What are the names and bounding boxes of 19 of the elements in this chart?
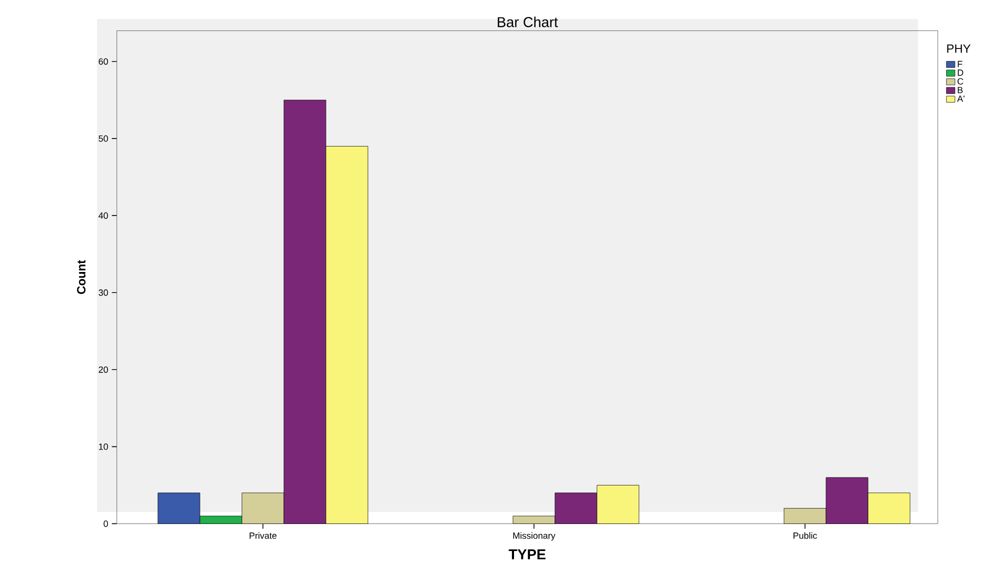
x-axis-title: TYPE bbox=[508, 549, 546, 560]
legend-label: D bbox=[958, 70, 964, 76]
legend-label: B bbox=[958, 86, 963, 94]
x-tick-label: Public bbox=[794, 532, 817, 539]
y-axis-title: Count bbox=[77, 260, 86, 294]
legend-label: A' bbox=[957, 96, 964, 102]
y-tick-label: 0 bbox=[104, 520, 108, 527]
y-tick-label: 20 bbox=[98, 366, 108, 373]
y-tick-label: 60 bbox=[98, 58, 108, 65]
y-tick-label: 10 bbox=[99, 443, 108, 450]
y-tick-label: 50 bbox=[98, 135, 108, 142]
legend-label: C bbox=[958, 78, 964, 85]
legend-label: F bbox=[958, 60, 962, 68]
legend-title: PHY bbox=[947, 44, 971, 53]
y-tick-label: 30 bbox=[98, 289, 108, 296]
x-tick-label: Missionary bbox=[513, 532, 556, 541]
y-tick-label: 40 bbox=[98, 212, 108, 219]
chart-title: Bar Chart bbox=[498, 16, 558, 28]
x-tick-label: Private bbox=[250, 532, 276, 539]
